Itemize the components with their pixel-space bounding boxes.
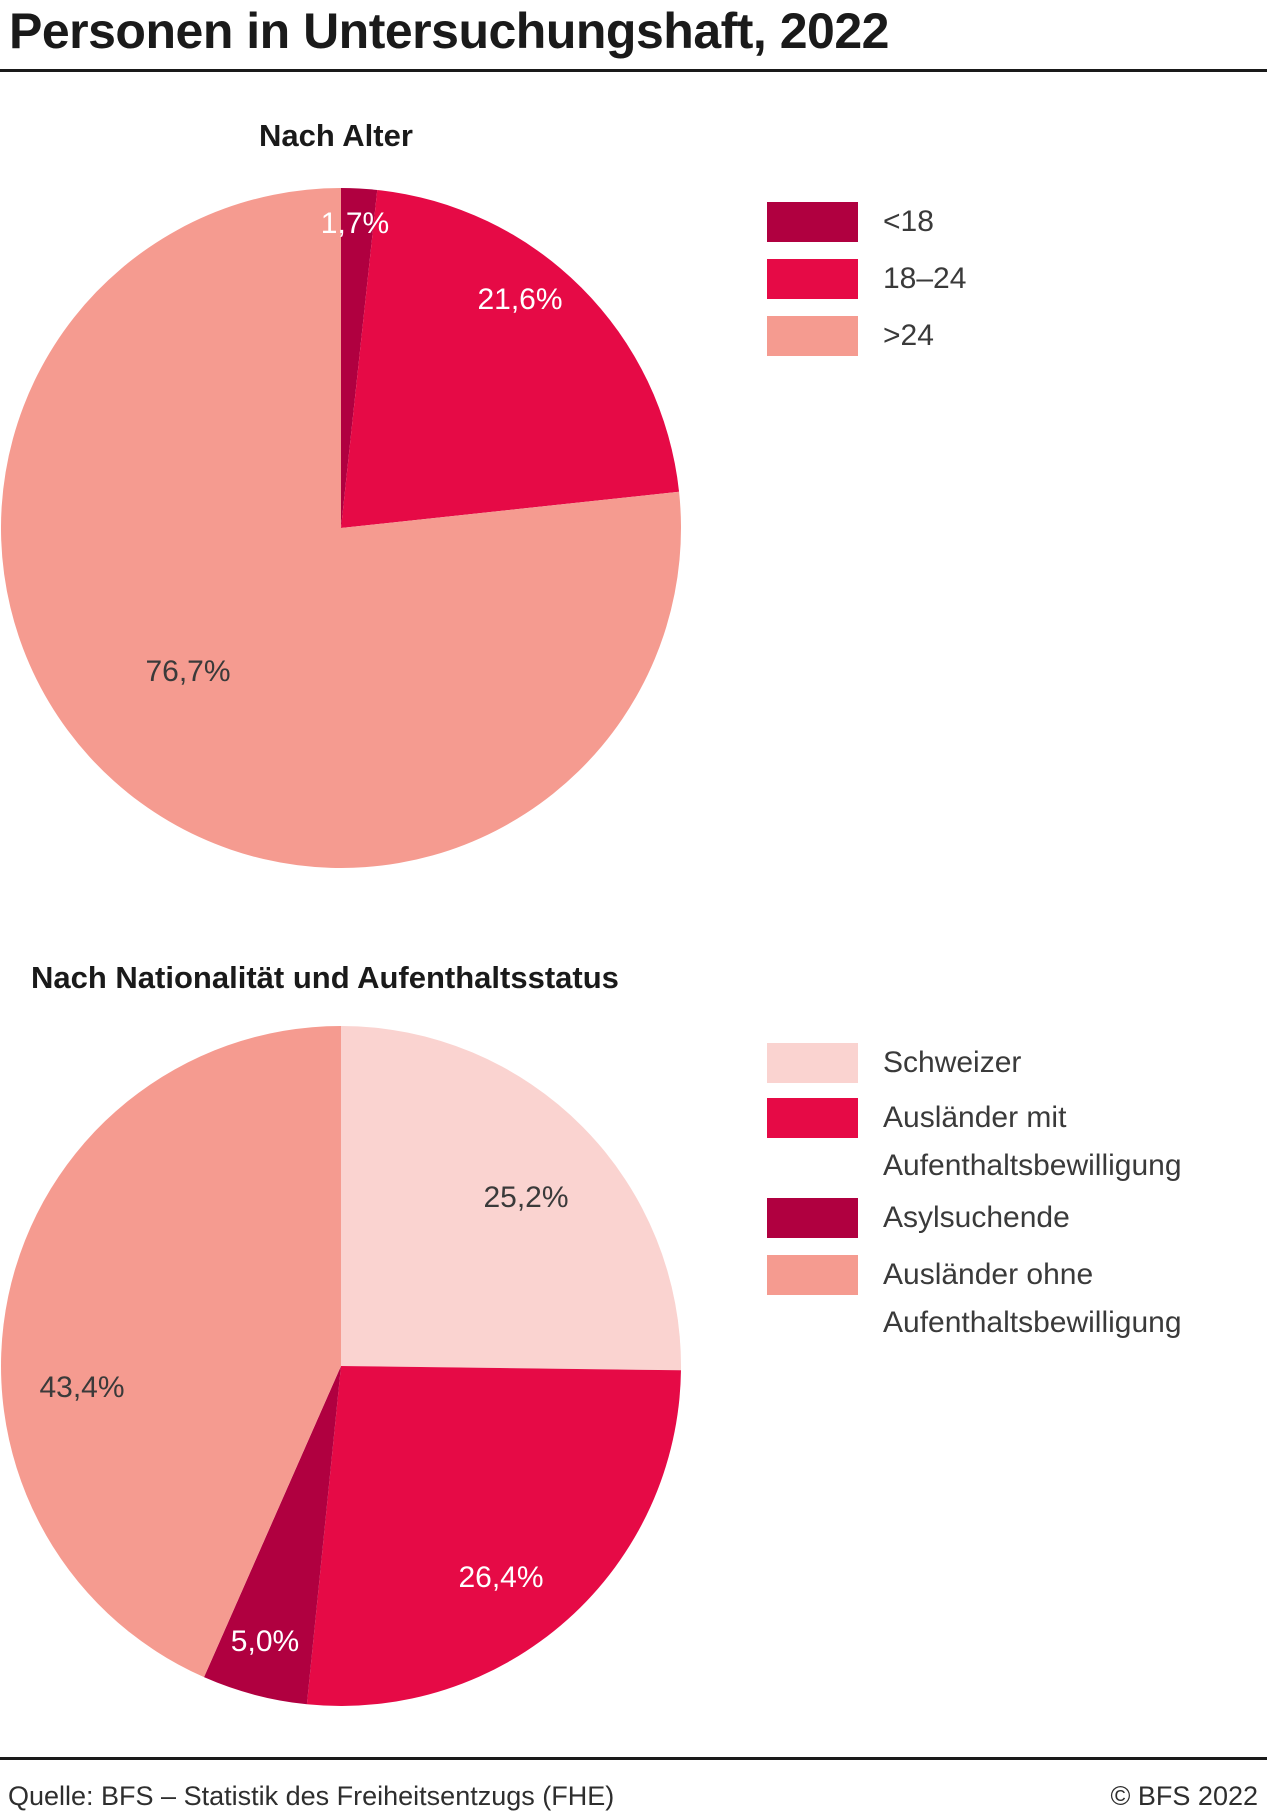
legend-swatch (767, 316, 858, 356)
legend-label: Asylsuchende (883, 1201, 1070, 1234)
legend-label: <18 (883, 205, 934, 238)
copyright-text: © BFS 2022 (1110, 1781, 1258, 1811)
legend-swatch (767, 1043, 858, 1083)
pie-slice-nationality-0 (341, 1026, 681, 1371)
slice-value-label: 25,2% (483, 1181, 569, 1214)
chart-title-age: Nach Alter (259, 118, 413, 153)
legend-label: Ausländer ohne Aufenthaltsbewilligung (883, 1258, 1182, 1339)
legend-label: 18–24 (883, 262, 967, 295)
legend-label: >24 (883, 319, 934, 352)
page-title: Personen in Untersuchungshaft, 2022 (9, 3, 889, 59)
slice-value-label: 43,4% (39, 1371, 125, 1404)
pie-slice-nationality-2 (204, 1366, 341, 1705)
top-divider-line (0, 69, 1267, 72)
pie-slice-nationality-3 (1, 1026, 342, 1678)
pie-slice-nationality-1 (306, 1366, 681, 1706)
bottom-divider-line (0, 1757, 1267, 1760)
pie-slice-age-2 (1, 188, 681, 868)
slice-value-label: 21,6% (477, 283, 563, 316)
legend-swatch (767, 202, 858, 242)
source-text: Quelle: BFS – Statistik des Freiheitsent… (8, 1781, 615, 1811)
slice-value-label: 76,7% (145, 655, 231, 688)
legend-label: Ausländer mit Aufenthaltsbewilligung (883, 1101, 1182, 1182)
legend-swatch (767, 259, 858, 299)
pie-slice-age-0 (341, 188, 378, 528)
chart-title-nationality: Nach Nationalität und Aufenthaltsstatus (31, 960, 619, 995)
slice-value-label: 5,0% (230, 1625, 300, 1658)
pie-chart-nationality (1, 1026, 681, 1706)
legend-swatch (767, 1255, 858, 1295)
slice-value-label: 1,7% (320, 207, 390, 240)
slice-value-label: 26,4% (458, 1561, 544, 1594)
pie-slice-age-1 (341, 189, 680, 528)
legend-swatch (767, 1198, 858, 1238)
pie-chart-age (1, 188, 681, 868)
legend-label: Schweizer (883, 1046, 1022, 1079)
legend-swatch (767, 1098, 858, 1138)
